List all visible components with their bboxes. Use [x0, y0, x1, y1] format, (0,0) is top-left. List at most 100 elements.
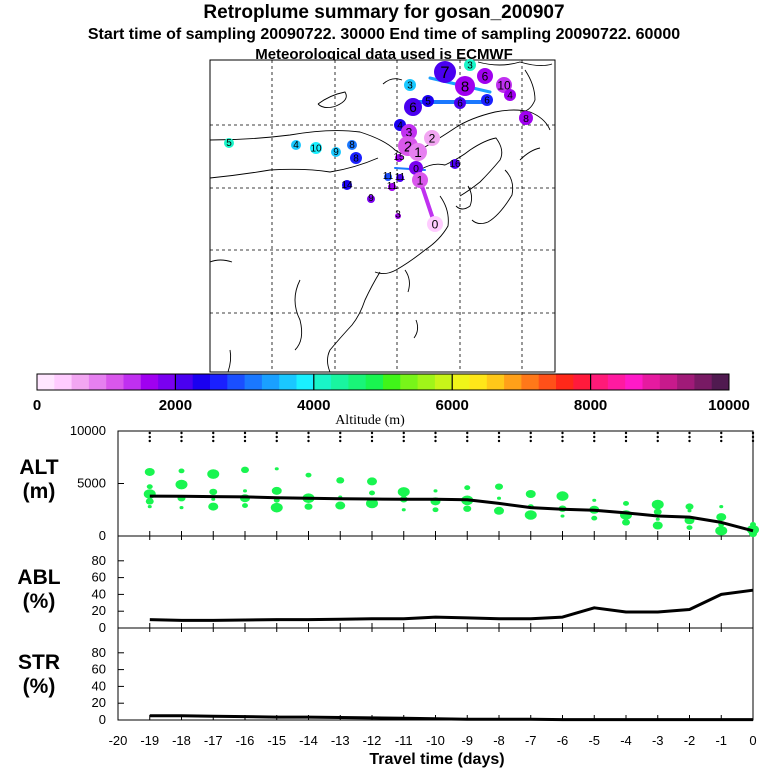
colorbar-tick-label: 4000	[297, 397, 330, 414]
alt-top-marker	[593, 431, 596, 435]
alt-scatter-point	[592, 498, 597, 502]
alt-scatter-point	[687, 509, 692, 513]
alt-top-marker	[307, 435, 310, 439]
alt-panel-label: ALT (m)	[19, 456, 58, 503]
colorbar-cell	[123, 374, 142, 390]
colorbar-cell	[573, 374, 591, 390]
alt-top-marker	[593, 435, 596, 439]
alt-y-tick-label: 0	[99, 528, 106, 543]
alt-scatter-point	[179, 506, 184, 510]
x-tick-label: -17	[204, 733, 223, 748]
plume-cluster-dot	[409, 143, 427, 161]
plume-cluster-dot	[504, 89, 516, 101]
colorbar-cell	[210, 374, 228, 390]
alt-top-marker	[751, 435, 755, 439]
plume-cluster-label: 9	[333, 147, 339, 158]
alt-scatter-point	[270, 502, 283, 513]
x-axis-ticks: -20 -19 -18 -17 -16 -15 -14 -13 -12 -11 -10 -9 -8 -7-…	[109, 733, 757, 748]
alt-top-marker	[720, 431, 723, 435]
colorbar-cell	[71, 374, 90, 390]
plume-cluster-dot	[427, 216, 443, 232]
colorbar-cell	[417, 374, 436, 390]
plume-cluster-dot	[347, 140, 357, 150]
alt-top-marker	[624, 435, 628, 439]
alt-series-line	[149, 494, 754, 533]
colorbar-ticks: 0 2000 4000 6000 8000 10000	[33, 374, 750, 414]
plume-cluster-dot	[384, 173, 392, 181]
colorbar-cell	[607, 374, 626, 390]
colorbar-cell	[37, 374, 55, 390]
alt-scatter-point	[144, 467, 155, 476]
map-frame	[209, 59, 556, 373]
alt-top-marker	[402, 431, 405, 435]
plume-cluster-label: 15	[393, 152, 405, 163]
plume-cluster-label: 11	[383, 171, 394, 182]
plume-cluster-label: 1	[414, 145, 422, 160]
colorbar-tick-label: 6000	[436, 397, 469, 414]
colorbar-cell	[54, 374, 72, 390]
plume-cluster-label: 16	[449, 159, 461, 170]
alt-top-marker	[275, 431, 278, 435]
alt-scatter-point	[401, 508, 406, 512]
alt-top-marker	[688, 439, 691, 443]
plume-cluster-dot	[409, 161, 423, 175]
alt-scatter-point	[525, 490, 536, 498]
alt-scatter-point	[591, 515, 598, 521]
str-y-tick-label: 40	[92, 678, 106, 693]
colorbar-cell	[313, 374, 332, 390]
plume-cluster-label: 7	[440, 64, 449, 82]
alt-top-marker	[720, 435, 723, 439]
colorbar-cell	[642, 374, 661, 390]
plume-cluster-label: 2	[404, 139, 412, 156]
colorbar-tick-label: 10000	[708, 397, 750, 414]
alt-y-tick-label: 5000	[77, 476, 106, 491]
abl-y-tick-label: 80	[92, 553, 106, 568]
str-label: STR	[18, 651, 60, 674]
alt-scatter-point	[716, 513, 727, 522]
plume-cluster-dot	[310, 142, 322, 154]
alt-scatter-point	[655, 517, 660, 521]
x-tick-label: -15	[267, 733, 286, 748]
plume-cluster-label: 1	[417, 173, 424, 187]
plume-cluster-label: 3	[406, 125, 413, 139]
alt-scatter-point	[304, 503, 313, 510]
plume-cluster-label: 5	[226, 138, 232, 149]
plume-cluster-label: 6	[482, 69, 489, 83]
plume-cluster-label: 9	[368, 193, 374, 204]
colorbar-cell	[434, 374, 453, 390]
alt-top-marker	[243, 431, 247, 435]
alt-top-marker	[370, 431, 374, 435]
alt-scatter-point	[495, 483, 503, 490]
colorbar-cell	[331, 374, 349, 390]
alt-top-marker	[529, 439, 532, 443]
alt-scatter-point	[335, 501, 346, 510]
alt-top-marker	[402, 439, 405, 443]
alt-scatter-point	[175, 479, 188, 490]
plume-cluster-dot	[395, 213, 401, 219]
alt-top-marker	[624, 439, 628, 443]
plume-cluster-label: 11	[387, 181, 398, 192]
colorbar-cell	[296, 374, 315, 390]
page-title: Retroplume summary for gosan_200907	[203, 2, 565, 23]
plume-cluster-dot	[396, 174, 404, 182]
plume-cluster-dot	[367, 195, 375, 203]
colorbar-cell	[521, 374, 540, 390]
plume-cluster-dot	[434, 61, 456, 83]
plume-cluster-dot	[424, 130, 440, 146]
x-tick-label: -19	[140, 733, 159, 748]
alt-scatter-point	[145, 498, 154, 505]
str-y-tick-label: 0	[99, 712, 106, 727]
alt-top-marker	[434, 439, 437, 443]
alt-top-marker	[370, 439, 374, 443]
alt-top-marker	[624, 431, 628, 435]
colorbar-cell	[711, 374, 730, 390]
plume-cluster-label: 3	[467, 60, 473, 71]
plume-cluster-dot	[401, 124, 417, 140]
colorbar-cell	[227, 374, 245, 390]
abl-panel-frame	[117, 535, 754, 629]
colorbar-cell	[556, 374, 574, 390]
alt-top-marker	[497, 435, 501, 439]
str-y-tick-label: 80	[92, 645, 106, 660]
alt-scatter-point	[207, 469, 220, 479]
plume-cluster-label: 8	[523, 113, 529, 125]
